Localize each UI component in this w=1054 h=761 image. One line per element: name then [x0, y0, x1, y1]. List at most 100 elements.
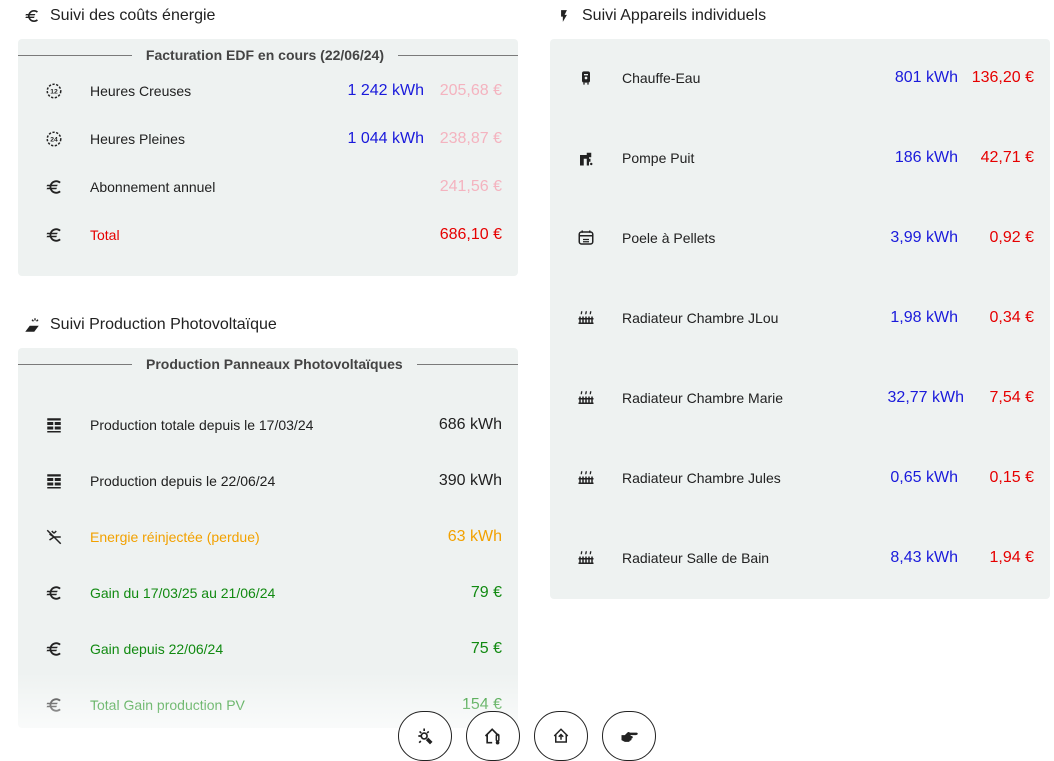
appliances-title-text: Suivi Appareils individuels: [582, 7, 767, 24]
pv-row-gain-since[interactable]: Gain depuis 22/06/24 75 €: [18, 637, 518, 661]
cost-value: 686,10 €: [439, 226, 502, 243]
appliance-label: Radiateur Chambre Marie: [622, 390, 784, 406]
kwh-value: 32,77 kWh: [887, 389, 964, 406]
appliance-label: Radiateur Chambre Jules: [622, 470, 781, 486]
pv-row-gain-period[interactable]: Gain du 17/03/25 au 21/06/24 79 €: [18, 581, 518, 605]
cost-value: 241,56 €: [439, 178, 502, 195]
pv-row-label: Energie réinjectée (perdue): [90, 529, 260, 545]
svg-text:12: 12: [50, 89, 58, 96]
cost-row-label: Heures Creuses: [90, 83, 192, 99]
radiator-icon: [576, 388, 596, 408]
home-thermometer-icon: [483, 726, 503, 746]
appliance-label: Radiateur Salle de Bain: [622, 550, 770, 566]
cost-value: 0,92 €: [989, 229, 1034, 246]
cost-row-label: Heures Pleines: [90, 131, 185, 147]
cost-value: 205,68 €: [439, 82, 502, 99]
cost-value: 0,15 €: [989, 469, 1034, 486]
pv-production-card: Production Panneaux Photovoltaïques Prod…: [18, 348, 518, 728]
pv-title: Suivi Production Photovoltaïque: [22, 315, 277, 335]
solar-power-icon: [415, 726, 435, 746]
kwh-value: 801 kWh: [894, 69, 958, 86]
radiator-icon: [576, 548, 596, 568]
pv-row-label: Production depuis le 22/06/24: [90, 473, 276, 489]
euro-icon: [44, 639, 64, 659]
edf-billing-card: Facturation EDF en cours (22/06/24) 12 H…: [18, 39, 518, 276]
kwh-value: 1 044 kWh: [347, 130, 424, 147]
radiator-icon: [576, 308, 596, 328]
pv-row-total-production[interactable]: Production totale depuis le 17/03/24 686…: [18, 413, 518, 437]
pv-production-card-title: Production Panneaux Photovoltaïques: [146, 356, 403, 372]
pv-row-production-since[interactable]: Production depuis le 22/06/24 390 kWh: [18, 469, 518, 493]
appliance-row-chauffe-eau[interactable]: Chauffe-Eau 801 kWh 136,20 €: [550, 66, 1050, 90]
stove-icon: [576, 228, 596, 248]
pv-row-label: Total Gain production PV: [90, 697, 245, 713]
appliance-row-radiateur-jules[interactable]: Radiateur Chambre Jules 0,65 kWh 0,15 €: [550, 466, 1050, 490]
euro-icon: [44, 177, 64, 197]
appliance-row-radiateur-marie[interactable]: Radiateur Chambre Marie 32,77 kWh 7,54 €: [550, 386, 1050, 410]
kwh-value: 186 kWh: [894, 149, 958, 166]
appliances-card: Chauffe-Eau 801 kWh 136,20 € Pompe Puit …: [550, 39, 1050, 599]
cost-row-total[interactable]: Total 686,10 €: [18, 223, 518, 247]
cost-value: 0,34 €: [989, 309, 1034, 326]
pv-row-value: 63 kWh: [447, 528, 502, 545]
energy-costs-title: Suivi des coûts énergie: [22, 6, 215, 26]
appliance-row-poele[interactable]: Poele à Pellets 3,99 kWh 0,92 €: [550, 226, 1050, 250]
kwh-value: 1 242 kWh: [347, 82, 424, 99]
euro-icon: [44, 583, 64, 603]
home-export-icon: [552, 727, 570, 745]
cost-value: 42,71 €: [980, 149, 1034, 166]
svg-text:24: 24: [50, 137, 58, 144]
pv-production-card-header: Production Panneaux Photovoltaïques: [18, 354, 518, 374]
euro-icon: [22, 6, 42, 26]
appliance-label: Chauffe-Eau: [622, 70, 701, 86]
kwh-value: 8,43 kWh: [890, 549, 958, 566]
solar-panel-icon: [44, 415, 64, 435]
kwh-value: 1,98 kWh: [890, 309, 958, 326]
clock-24-icon: 24: [44, 129, 64, 149]
edf-billing-card-header: Facturation EDF en cours (22/06/24): [18, 45, 518, 65]
pv-row-value: 75 €: [470, 640, 502, 657]
nav-pointer-button[interactable]: [602, 711, 656, 761]
appliance-row-pompe-puit[interactable]: Pompe Puit 186 kWh 42,71 €: [550, 146, 1050, 170]
cost-value: 238,87 €: [439, 130, 502, 147]
pv-row-label: Production totale depuis le 17/03/24: [90, 417, 314, 433]
water-pump-icon: [576, 148, 596, 168]
edf-billing-card-title: Facturation EDF en cours (22/06/24): [145, 47, 384, 63]
hand-pointing-right-icon: [619, 726, 639, 746]
solar-power-icon: [22, 315, 42, 335]
cost-value: 136,20 €: [971, 69, 1034, 86]
pv-row-label: Gain depuis 22/06/24: [90, 641, 224, 657]
pv-row-injected[interactable]: Energie réinjectée (perdue) 63 kWh: [18, 525, 518, 549]
pv-title-text: Suivi Production Photovoltaïque: [50, 316, 277, 333]
solar-panel-icon: [44, 471, 64, 491]
water-boiler-icon: [576, 68, 596, 88]
radiator-icon: [576, 468, 596, 488]
pv-row-value: 390 kWh: [438, 472, 502, 489]
appliance-label: Poele à Pellets: [622, 230, 716, 246]
nav-home-button[interactable]: [534, 711, 588, 761]
appliance-row-radiateur-sdb[interactable]: Radiateur Salle de Bain 8,43 kWh 1,94 €: [550, 546, 1050, 570]
euro-icon: [44, 695, 64, 715]
cost-row-abonnement[interactable]: Abonnement annuel 241,56 €: [18, 175, 518, 199]
pv-row-total-gain[interactable]: Total Gain production PV 154 €: [18, 693, 518, 717]
pv-row-value: 79 €: [470, 584, 502, 601]
pv-row-value: 686 kWh: [438, 416, 502, 433]
kwh-value: 3,99 kWh: [890, 229, 958, 246]
cost-row-label: Total: [90, 227, 120, 243]
nav-home-temp-button[interactable]: [466, 711, 520, 761]
cost-row-heures-pleines[interactable]: 24 Heures Pleines 1 044 kWh 238,87 €: [18, 127, 518, 151]
euro-icon: [44, 225, 64, 245]
cost-value: 7,54 €: [989, 389, 1034, 406]
appliance-row-radiateur-jlou[interactable]: Radiateur Chambre JLou 1,98 kWh 0,34 €: [550, 306, 1050, 330]
kwh-value: 0,65 kWh: [890, 469, 958, 486]
cost-row-label: Abonnement annuel: [90, 179, 216, 195]
appliance-label: Radiateur Chambre JLou: [622, 310, 779, 326]
appliances-title: Suivi Appareils individuels: [554, 6, 766, 26]
flash-icon: [554, 6, 574, 26]
appliance-label: Pompe Puit: [622, 150, 695, 166]
energy-costs-title-text: Suivi des coûts énergie: [50, 7, 216, 24]
cost-value: 1,94 €: [989, 549, 1034, 566]
nav-solar-button[interactable]: [398, 711, 452, 761]
cost-row-heures-creuses[interactable]: 12 Heures Creuses 1 242 kWh 205,68 €: [18, 79, 518, 103]
transmission-off-icon: [44, 527, 64, 547]
